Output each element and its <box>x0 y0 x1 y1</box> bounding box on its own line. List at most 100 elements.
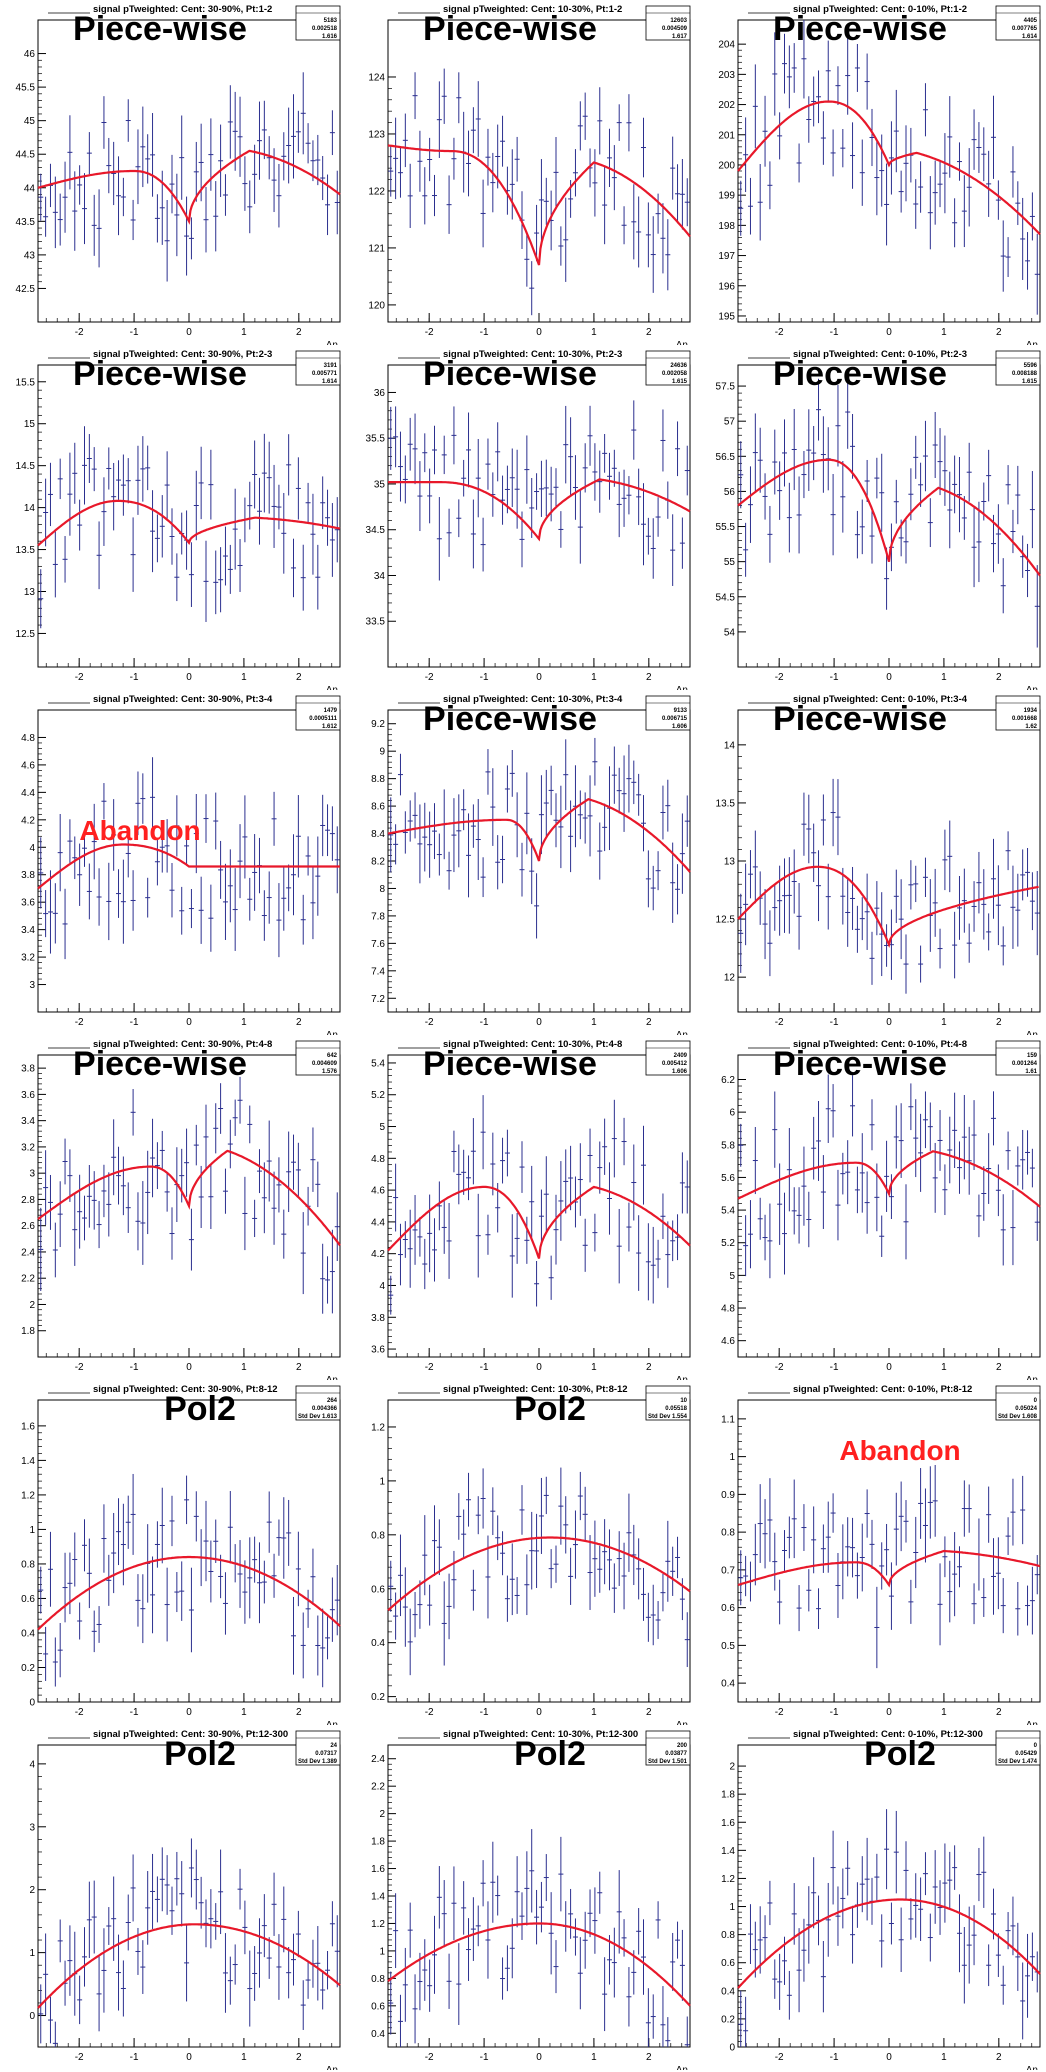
y-tick-label: 2 <box>729 1762 735 1773</box>
plot-frame <box>387 1744 691 2048</box>
stats-value: 0.008188 <box>1012 371 1038 377</box>
x-axis-label: Δη <box>676 685 688 690</box>
y-tick-label: 4.2 <box>371 1249 385 1260</box>
y-tick-label: 45 <box>24 116 36 127</box>
chart-panel: 33.5 34 34.5 35 35.5 36 -2 -1 0 1 2 Δη signal pTweig… <box>366 349 691 690</box>
x-tick-label: -2 <box>75 672 84 683</box>
x-axis-label: Δη <box>1026 1720 1038 1725</box>
plot-frame <box>37 709 341 1013</box>
y-tick-label: 0 <box>29 1698 35 1709</box>
y-tick-label: 8.6 <box>371 802 385 813</box>
stats-label: Std Dev <box>648 1414 671 1420</box>
y-tick-label: 14 <box>724 740 736 751</box>
stats-value: 200 <box>677 1743 688 1749</box>
chart-panel: 0 0.2 0.4 0.6 0.8 1 1.2 1.4 1.6 1.8 2 -2 -1 0 1 2 Δη sign… <box>721 1729 1041 2070</box>
y-tick-label: 1.8 <box>21 1326 35 1337</box>
chart-title: signal pTweighted: Cent: 0-10%, Pt:2-3 <box>793 349 967 360</box>
x-tick-label: -1 <box>830 327 839 338</box>
y-tick-label: 5.2 <box>721 1238 735 1249</box>
y-tick-label: 0 <box>29 2011 35 2022</box>
y-tick-label: 3.6 <box>371 1345 385 1356</box>
x-axis-label: Δη <box>326 1375 338 1380</box>
fit-curve <box>387 144 691 266</box>
y-tick-label: 199 <box>718 191 735 202</box>
y-tick-label: 200 <box>718 160 735 171</box>
y-tick-label: 13 <box>724 857 736 868</box>
x-tick-label: -2 <box>775 1362 784 1373</box>
overlay-annotation: Pol2 <box>514 1735 586 1773</box>
y-tick-label: 12 <box>724 973 736 984</box>
y-tick-label: 57.5 <box>716 382 736 393</box>
y-tick-label: 120 <box>368 300 385 311</box>
y-tick-label: 0.5 <box>721 1641 735 1652</box>
chart-title: signal pTweighted: Cent: 30-90%, Pt:3-4 <box>93 694 273 705</box>
x-tick-label: 1 <box>941 2052 947 2063</box>
stats-value: 0 <box>1034 1398 1038 1404</box>
y-tick-label: 3.2 <box>21 953 35 964</box>
stats-value: 0.0005111 <box>309 716 337 722</box>
y-tick-label: 12.5 <box>16 629 36 640</box>
y-tick-label: 3 <box>29 1169 35 1180</box>
x-tick-label: 0 <box>886 1707 892 1718</box>
y-tick-label: 1.6 <box>721 1818 735 1829</box>
stats-label: Std Dev <box>298 1414 321 1420</box>
y-tick-label: 0.2 <box>371 1692 385 1703</box>
x-tick-label: -1 <box>130 1362 139 1373</box>
x-tick-label: -2 <box>75 2052 84 2063</box>
fit-curve <box>388 478 691 542</box>
y-tick-label: 5.4 <box>371 1058 385 1069</box>
stats-value: 1.612 <box>322 724 338 730</box>
x-tick-label: 2 <box>646 672 652 683</box>
fit-curve <box>37 1923 341 2009</box>
x-tick-label: 2 <box>646 1707 652 1718</box>
y-tick-label: 2 <box>379 1809 385 1820</box>
fit-curve <box>737 1150 1041 1208</box>
chart-title: signal pTweighted: Cent: 0-10%, Pt:8-12 <box>793 1384 972 1395</box>
x-tick-label: 2 <box>996 327 1002 338</box>
y-tick-label: 203 <box>718 70 735 81</box>
stats-box <box>295 5 341 41</box>
y-tick-label: 42.5 <box>16 284 36 295</box>
x-tick-label: 0 <box>886 1362 892 1373</box>
overlay-annotation: Piece-wise <box>73 1045 247 1083</box>
x-tick-label: -1 <box>130 1707 139 1718</box>
y-tick-label: 1.8 <box>721 1790 735 1801</box>
y-tick-label: 13 <box>24 587 36 598</box>
fit-curve <box>737 458 1041 577</box>
stats-value: 1934 <box>1024 708 1038 714</box>
x-tick-label: 2 <box>296 1707 302 1718</box>
stats-value: 1.617 <box>672 34 688 40</box>
x-axis-label: Δη <box>1026 340 1038 345</box>
overlay-annotation: Abandon <box>79 815 200 846</box>
y-tick-label: 1.2 <box>721 1874 735 1885</box>
y-tick-label: 0.6 <box>721 1603 735 1614</box>
y-tick-label: 2.4 <box>21 1247 35 1258</box>
y-tick-label: 3 <box>29 1822 35 1833</box>
y-tick-label: 4.6 <box>21 760 35 771</box>
stats-box <box>295 1730 341 1766</box>
stats-value: 1.554 <box>672 1414 688 1420</box>
y-tick-label: 0.8 <box>721 1528 735 1539</box>
x-axis-label: Δη <box>676 1375 688 1380</box>
chart-title: signal pTweighted: Cent: 30-90%, Pt:2-3 <box>93 349 272 360</box>
y-tick-label: 1 <box>379 1946 385 1957</box>
y-tick-label: 5.2 <box>371 1090 385 1101</box>
stats-value: 1.616 <box>322 34 338 40</box>
overlay-annotation: Piece-wise <box>423 700 597 738</box>
x-tick-label: -2 <box>775 1017 784 1028</box>
plot-frame <box>387 1054 691 1358</box>
y-tick-label: 124 <box>368 72 385 83</box>
stats-value: 1.614 <box>1022 34 1038 40</box>
x-tick-label: 2 <box>296 672 302 683</box>
stats-box <box>995 695 1041 731</box>
x-tick-label: -2 <box>425 672 434 683</box>
y-tick-label: 54.5 <box>716 592 736 603</box>
y-tick-label: 1.6 <box>371 1864 385 1875</box>
y-tick-label: 34.5 <box>366 525 386 536</box>
y-tick-label: 1.2 <box>371 1422 385 1433</box>
stats-value: 12603 <box>670 18 687 24</box>
stats-value: 0.03877 <box>665 1751 687 1757</box>
y-tick-label: 3 <box>29 980 35 991</box>
x-tick-label: -1 <box>480 672 489 683</box>
x-tick-label: 0 <box>536 327 542 338</box>
